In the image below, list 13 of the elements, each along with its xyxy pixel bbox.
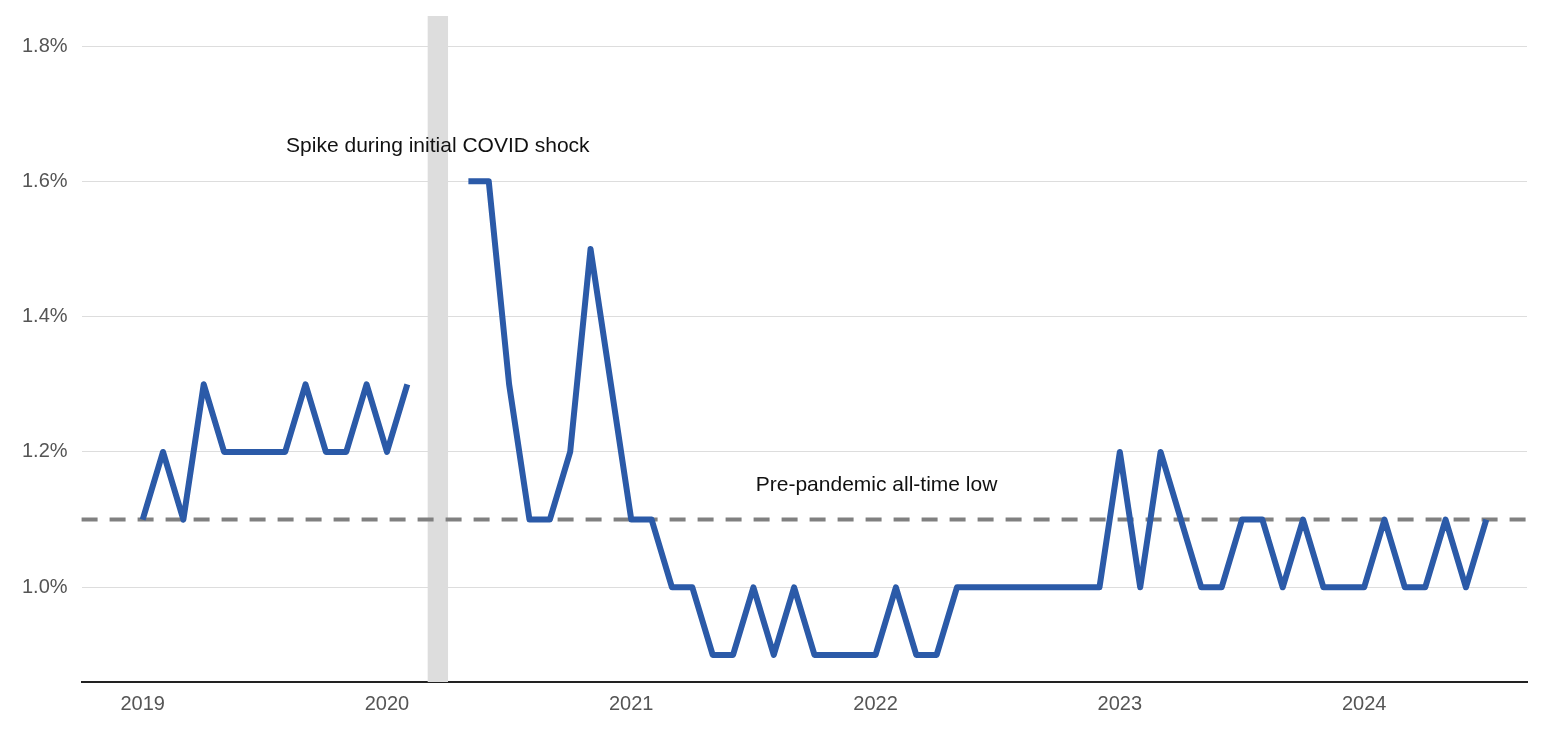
y-tick-label: 1.0% bbox=[21, 574, 68, 597]
x-tick-label: 2023 bbox=[1097, 691, 1143, 714]
y-tick-label: 1.8% bbox=[21, 33, 68, 56]
x-tick-label: 2019 bbox=[120, 691, 165, 714]
ref-line-label: Pre-pandemic all-time low bbox=[755, 472, 999, 496]
y-tick-label: 1.2% bbox=[21, 439, 68, 462]
y-tick-label: 1.6% bbox=[21, 168, 68, 191]
x-tick-label: 2022 bbox=[853, 691, 898, 714]
band-label: Spike during initial COVID shock bbox=[286, 132, 591, 156]
y-tick-label: 1.4% bbox=[21, 304, 68, 327]
x-tick-label: 2024 bbox=[1341, 691, 1387, 714]
x-tick-label: 2021 bbox=[609, 691, 654, 714]
x-tick-label: 2020 bbox=[364, 691, 410, 714]
